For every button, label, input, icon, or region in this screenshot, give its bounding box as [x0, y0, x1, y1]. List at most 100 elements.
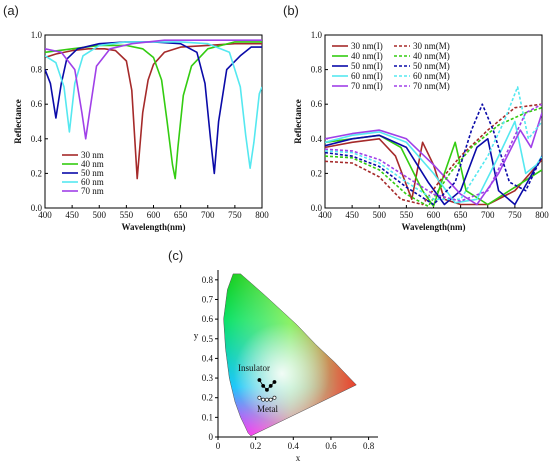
y-tick-label: 1.0: [31, 30, 43, 40]
annotation-metal: Metal: [257, 404, 278, 414]
series-line-60-nm-m-: [325, 86, 542, 201]
legend-entry: 70 nm: [81, 186, 104, 196]
series-line-30-nm: [45, 42, 262, 180]
y-tick-label: 0.0: [311, 203, 323, 213]
data-point-insulator: [261, 384, 266, 388]
series-line-60-nm-i-: [325, 120, 542, 204]
y-tick-label: 1.0: [311, 30, 323, 40]
legend-entry: 70 nm(M): [413, 81, 450, 91]
gamut-white: [223, 273, 357, 436]
y-axis-label: Reflectance: [293, 99, 303, 143]
x-tick-label: 550: [120, 210, 134, 220]
x-tick-label: 400: [318, 210, 332, 220]
x-axis-label: Wavelength(nm): [122, 222, 186, 232]
data-point-insulator: [268, 384, 273, 388]
y-axis-label: y: [194, 331, 199, 341]
data-point-metal: [272, 395, 277, 400]
data-point-metal: [257, 395, 262, 400]
y-tick-label: 0.2: [311, 168, 322, 178]
panel-label-b: (b): [283, 3, 299, 18]
data-point-metal: [261, 397, 266, 402]
x-tick-label: 0.2: [250, 441, 261, 451]
y-tick-label: 0.8: [202, 275, 214, 285]
y-tick-label: 0.6: [202, 314, 214, 324]
x-tick-label: 750: [508, 210, 522, 220]
legend-entry: 30 nm(I): [351, 41, 383, 51]
legend-entry: 40 nm(M): [413, 51, 450, 61]
series-line-70-nm-i-: [325, 112, 542, 206]
y-tick-label: 0.1: [202, 412, 213, 422]
x-tick-label: 450: [345, 210, 359, 220]
y-tick-label: 0.4: [202, 353, 214, 363]
x-tick-label: 700: [481, 210, 495, 220]
series-line-50-nm: [45, 41, 262, 175]
chart-panel-a: 400 450 500 550 600 650 700 750 800 0.0 0.2 0.4 0.6 0…: [13, 30, 269, 232]
x-tick-label: 0.4: [288, 441, 300, 451]
data-point-metal: [265, 397, 269, 402]
y-tick-label: 0: [209, 432, 214, 442]
y-tick-label: 0.8: [311, 65, 323, 75]
data-point-metal: [268, 397, 273, 402]
y-tick-label: 0.0: [31, 203, 43, 213]
legend-entry: 60 nm(M): [413, 71, 450, 81]
x-tick-label: 0.6: [325, 441, 337, 451]
data-point-insulator: [272, 380, 277, 384]
x-tick-label: 550: [400, 210, 414, 220]
legend-entry: 70 nm(I): [351, 81, 383, 91]
legend-entry: 40 nm(I): [351, 51, 383, 61]
y-tick-label: 0.2: [202, 393, 213, 403]
series-line-50-nm-i-: [325, 134, 542, 206]
x-tick-label: 700: [201, 210, 215, 220]
x-tick-label: 800: [255, 210, 269, 220]
x-tick-label: 600: [147, 210, 161, 220]
legend-entry: 30 nm(M): [413, 41, 450, 51]
x-tick-label: 500: [373, 210, 387, 220]
series-line-30-nm-m-: [325, 103, 542, 206]
x-tick-label: 600: [427, 210, 441, 220]
legend-entry: 50 nm(M): [413, 61, 450, 71]
x-tick-label: 750: [228, 210, 242, 220]
x-tick-label: 800: [535, 210, 549, 220]
legend-entry: 50 nm: [81, 168, 104, 178]
series-line-70-nm: [45, 39, 262, 140]
y-tick-label: 0.6: [311, 99, 323, 109]
y-tick-label: 0.3: [202, 373, 214, 383]
legend-entry: 50 nm(I): [351, 61, 383, 71]
x-axis-label: x: [296, 453, 301, 463]
series-group: [325, 86, 542, 208]
y-tick-label: 0.2: [31, 168, 42, 178]
x-axis-label: Wavelength(nm): [402, 222, 466, 232]
legend-entry: 60 nm(I): [351, 71, 383, 81]
series-line-50-nm-m-: [325, 103, 542, 206]
y-tick-label: 0.5: [202, 334, 214, 344]
panel-label-c: (c): [168, 248, 183, 263]
y-tick-label: 0.4: [31, 134, 43, 144]
panel-label-a: (a): [3, 3, 19, 18]
x-tick-label: 450: [65, 210, 79, 220]
data-point-insulator: [265, 387, 269, 392]
series-group: [45, 39, 262, 180]
y-tick-label: 0.6: [31, 99, 43, 109]
x-tick-label: 0.8: [363, 441, 375, 451]
series-line-70-nm-m-: [325, 103, 542, 202]
x-tick-label: 650: [174, 210, 188, 220]
y-tick-label: 0.4: [311, 134, 323, 144]
spectral-locus: [223, 273, 357, 437]
legend-entry: 60 nm: [81, 177, 104, 187]
legend-entry: 30 nm: [81, 150, 104, 160]
y-tick-label: 0.7: [202, 294, 214, 304]
y-axis-label: Reflectance: [13, 99, 23, 143]
series-line-40-nm-m-: [325, 106, 542, 208]
x-tick-label: 0: [216, 441, 221, 451]
data-point-insulator: [257, 378, 262, 382]
y-tick-label: 0.8: [31, 65, 43, 75]
x-tick-label: 500: [93, 210, 107, 220]
chart-panel-b: 400 450 500 550 600 650 700 750 800 0.0 0.2 0.4 0.6 0…: [293, 30, 549, 232]
x-tick-label: 650: [454, 210, 468, 220]
annotation-insulator: Insulator: [238, 363, 270, 373]
series-line-60-nm: [45, 41, 262, 169]
gamut-fill: [223, 273, 357, 436]
legend-entry: 40 nm: [81, 159, 104, 169]
chart-panel-c: 0 0.2 0.4 0.6 0.8 0 0.1 0.2 0.3 0.4 0.5 0.6 0.7 0.8 x y…: [194, 270, 378, 463]
